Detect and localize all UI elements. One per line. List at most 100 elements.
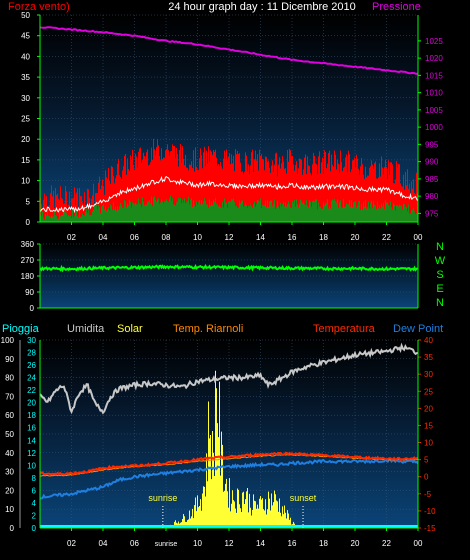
rain-tick-label: 28 xyxy=(27,349,36,358)
temperature-tick-label: 35 xyxy=(424,353,433,362)
left-tick-label: 20 xyxy=(21,135,30,144)
dewpoint-line xyxy=(39,458,419,500)
rain-tick-label: 0 xyxy=(32,524,37,533)
compass-label-w: W xyxy=(435,255,446,267)
x-tick-label: 06 xyxy=(130,233,139,242)
compass-label-n: N xyxy=(436,297,444,309)
sunset-label: sunset xyxy=(290,493,317,503)
legend-dew-point: Dew Point xyxy=(393,323,443,335)
rain-tick-label: 30 xyxy=(27,336,36,345)
temperature-tick-label: 0 xyxy=(424,473,429,482)
temperature-tick-label: -10 xyxy=(424,507,436,516)
chart-title: 24 hour graph day : 11 Dicembre 2010 xyxy=(168,1,356,13)
humidity-tick-label: 100 xyxy=(1,336,15,345)
x-tick-label: 14 xyxy=(256,233,265,242)
rain-line xyxy=(40,525,418,528)
rain-tick-label: 4 xyxy=(32,499,37,508)
humidity-line xyxy=(39,342,419,415)
temperature-tick-label: 25 xyxy=(424,387,433,396)
right-tick-label: 1015 xyxy=(425,71,443,80)
humidity-tick-label: 40 xyxy=(5,449,14,458)
rain-tick-label: 16 xyxy=(27,424,36,433)
x-tick-label: 10 xyxy=(193,233,202,242)
x-tick-label: 04 xyxy=(99,233,108,242)
x-tick-label-bottom: 16 xyxy=(288,539,297,548)
pressure-line xyxy=(39,26,419,75)
right-tick-label: 995 xyxy=(425,140,439,149)
wind-avg-line xyxy=(40,175,418,214)
pressure-axis-title: Pressione xyxy=(372,1,421,13)
humidity-tick-label: 20 xyxy=(5,486,14,495)
x-tick-label-bottom: 04 xyxy=(99,539,108,548)
x-tick-label: 00 xyxy=(414,233,423,242)
right-tick-label: 980 xyxy=(425,192,439,201)
direction-tick-label: 0 xyxy=(30,304,35,313)
humidity-tick-label: 10 xyxy=(5,505,14,514)
x-tick-label: 16 xyxy=(288,233,297,242)
legend-pioggia: Pioggia xyxy=(2,323,40,335)
direction-tick-label: 270 xyxy=(21,256,35,265)
x-tick-label: 18 xyxy=(319,233,328,242)
temperature-tick-label: 30 xyxy=(424,370,433,379)
humidity-tick-label: 60 xyxy=(5,411,14,420)
x-tick-label-bottom: 18 xyxy=(319,539,328,548)
temperature-tick-label: 40 xyxy=(424,336,433,345)
legend-temp-riarnoli: Temp. Riarnoli xyxy=(173,323,243,335)
compass-label-n: N xyxy=(436,241,444,253)
x-tick-label-bottom: 22 xyxy=(382,539,391,548)
rain-tick-label: 10 xyxy=(27,461,36,470)
left-tick-label: 10 xyxy=(21,177,30,186)
compass-label-e: E xyxy=(436,283,443,295)
legend-temperatura: Temperatura xyxy=(313,323,376,335)
temperature-tick-label: 20 xyxy=(424,404,433,413)
left-tick-label: 25 xyxy=(21,115,30,124)
temperature-tick-label: -5 xyxy=(424,490,432,499)
rain-tick-label: 20 xyxy=(27,399,36,408)
left-tick-label: 30 xyxy=(21,94,30,103)
right-tick-label: 1025 xyxy=(425,37,443,46)
temperature-tick-label: -15 xyxy=(424,524,436,533)
compass-label-s: S xyxy=(436,269,443,281)
humidity-tick-label: 30 xyxy=(5,468,14,477)
x-tick-label-bottom: 10 xyxy=(193,539,202,548)
right-tick-label: 1005 xyxy=(425,106,443,115)
x-tick-label-bottom: 12 xyxy=(225,539,234,548)
humidity-tick-label: 0 xyxy=(10,524,15,533)
left-tick-label: 40 xyxy=(21,52,30,61)
humidity-tick-label: 90 xyxy=(5,355,14,364)
rain-tick-label: 24 xyxy=(27,374,36,383)
direction-tick-label: 90 xyxy=(25,288,34,297)
temperature-tick-label: 5 xyxy=(424,456,429,465)
left-tick-label: 0 xyxy=(26,218,31,227)
legend-solar: Solar xyxy=(117,323,143,335)
wind-axis-title: Forza vento) xyxy=(8,1,70,13)
right-tick-label: 1010 xyxy=(425,89,443,98)
left-tick-label: 50 xyxy=(21,11,30,20)
left-tick-label: 45 xyxy=(21,32,30,41)
x-tick-label-bottom: 02 xyxy=(67,539,76,548)
temperature-tick-label: 10 xyxy=(424,439,433,448)
legend-umidita: Umidita xyxy=(67,323,105,335)
left-tick-label: 35 xyxy=(21,73,30,82)
x-tick-label-bottom: 20 xyxy=(351,539,360,548)
left-tick-label: 15 xyxy=(21,156,30,165)
x-tick-label: 02 xyxy=(67,233,76,242)
x-tick-label: 20 xyxy=(351,233,360,242)
humidity-tick-label: 50 xyxy=(5,430,14,439)
right-tick-label: 985 xyxy=(425,175,439,184)
x-tick-label-bottom: sunrise xyxy=(155,541,178,548)
x-tick-label: 08 xyxy=(162,233,171,242)
right-tick-label: 990 xyxy=(425,158,439,167)
temperature-tick-label: 15 xyxy=(424,421,433,430)
right-tick-label: 1020 xyxy=(425,54,443,63)
humidity-tick-label: 70 xyxy=(5,392,14,401)
rain-tick-label: 14 xyxy=(27,436,36,445)
rain-tick-label: 2 xyxy=(32,511,37,520)
x-tick-label-bottom: 14 xyxy=(256,539,265,548)
rain-tick-label: 12 xyxy=(27,449,36,458)
rain-tick-label: 6 xyxy=(32,486,37,495)
rain-tick-label: 8 xyxy=(32,474,37,483)
left-tick-label: 5 xyxy=(26,197,31,206)
